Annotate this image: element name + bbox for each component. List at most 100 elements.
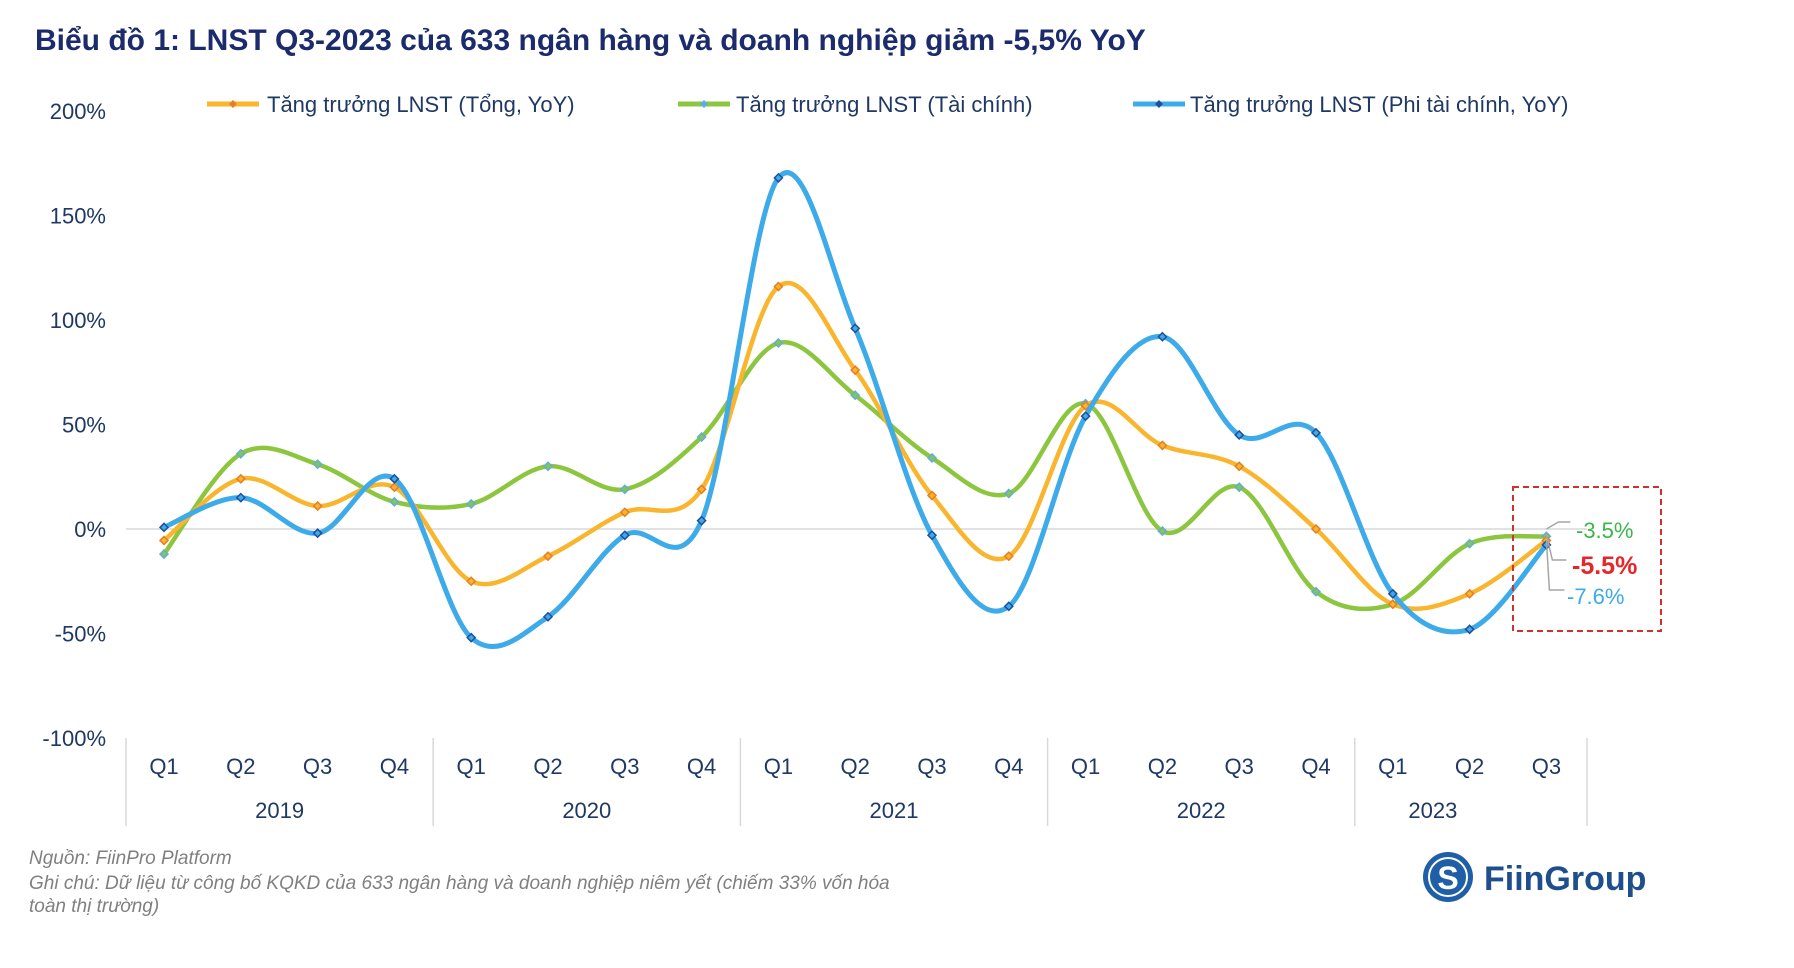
data-point-marker [850,323,861,334]
x-tick-label: Q2 [226,754,255,779]
data-point-marker [1157,331,1168,342]
year-label: 2022 [1177,798,1226,823]
data-point-marker [158,535,170,546]
x-tick-label: Q2 [1455,754,1484,779]
data-point-marker [1003,551,1014,562]
x-tick-label: Q3 [917,754,946,779]
data-point-marker [696,484,707,495]
legend-marker-icon [1155,100,1163,108]
data-point-marker [1310,523,1322,535]
data-point-marker [1234,482,1245,493]
svg-text:S: S [1437,860,1458,896]
y-tick-label: 0% [74,517,106,542]
legend-marker-icon [700,100,708,108]
data-point-marker [1387,599,1398,610]
year-label: 2023 [1408,798,1457,823]
data-point-marker [466,498,477,509]
y-tick-label: 100% [50,308,106,333]
logo-text: FiinGroup [1484,860,1646,898]
data-point-marker [1080,411,1091,422]
x-tick-label: Q3 [303,754,332,779]
x-tick-label: Q4 [380,754,409,779]
data-point-marker [1234,429,1245,441]
x-tick-label: Q2 [533,754,562,779]
note-text-line1: Ghi chú: Dữ liệu từ công bố KQKD của 633… [29,873,890,894]
x-tick-label: Q3 [1225,754,1254,779]
data-point-marker [696,431,707,443]
data-point-marker [466,632,477,643]
data-point-marker [850,390,861,401]
x-tick-label: Q2 [1148,754,1177,779]
leader-line [1545,539,1565,591]
data-point-marker [926,452,938,464]
x-tick-label: Q1 [149,754,178,779]
data-point-marker [773,172,784,183]
note-text-line2: toàn thị trường) [29,896,159,917]
x-tick-label: Q4 [994,754,1023,779]
year-label: 2021 [870,798,919,823]
data-point-marker [619,507,630,518]
data-point-marker [1310,586,1322,597]
data-point-marker [158,549,170,560]
x-tick-label: Q1 [457,754,486,779]
data-point-marker [1387,588,1398,599]
source-text: Nguồn: FiinPro Platform [29,848,232,869]
data-point-marker [926,490,938,501]
x-tick-label: Q2 [841,754,870,779]
data-point-marker [542,461,554,472]
x-tick-label: Q3 [610,754,639,779]
series-line-2 [161,170,1549,650]
data-point-marker [389,473,400,484]
legend-label: Tăng trưởng LNST (Tài chính) [736,92,1033,117]
data-point-marker [542,611,554,622]
legend-label: Tăng trưởng LNST (Tổng, YoY) [267,92,575,117]
data-point-marker [1003,488,1014,499]
data-point-marker [619,484,630,495]
legend-label: Tăng trưởng LNST (Phi tài chính, YoY) [1190,92,1569,117]
y-tick-label: 150% [50,204,106,229]
data-point-marker [1464,538,1475,549]
leader-line [1545,534,1567,561]
legend-marker-icon [229,100,237,108]
data-point-marker [1464,588,1475,599]
data-point-marker [773,337,784,349]
data-point-marker [926,530,938,541]
data-point-marker [850,365,861,376]
data-point-marker [312,459,323,470]
data-point-marker [235,448,246,459]
annotation-label: -5.5% [1572,552,1637,580]
x-tick-label: Q1 [1071,754,1100,779]
data-point-marker [312,500,323,512]
data-point-marker [1310,427,1322,438]
data-point-marker [312,528,323,539]
data-point-marker [773,281,784,292]
data-point-marker [696,515,707,526]
data-point-marker [389,496,400,507]
y-tick-label: -50% [55,622,106,647]
data-point-marker [235,492,246,503]
data-point-marker [1157,440,1168,451]
x-tick-label: Q1 [764,754,793,779]
annotation-label: -7.6% [1567,584,1624,609]
data-point-marker [542,551,554,562]
data-point-marker [1157,526,1168,537]
year-label: 2020 [562,798,611,823]
leader-line [1546,521,1571,530]
y-tick-label: 50% [62,413,106,438]
fiingroup-logo: S FiinGroup [1423,852,1646,902]
x-tick-label: Q4 [687,754,716,779]
data-point-marker [1464,624,1475,635]
data-point-marker [466,576,477,587]
highlight-box [1512,486,1662,632]
chart-title: Biểu đồ 1: LNST Q3-2023 của 633 ngân hàn… [35,24,1146,57]
annotation-label: -3.5% [1576,518,1633,543]
x-tick-label: Q1 [1378,754,1407,779]
y-tick-label: 200% [50,99,106,124]
data-point-marker [389,482,400,493]
y-tick-label: -100% [42,726,106,751]
logo-globe-icon [1423,852,1473,902]
data-point-marker [619,530,630,541]
data-point-marker [158,522,170,533]
data-point-marker [1003,601,1014,612]
